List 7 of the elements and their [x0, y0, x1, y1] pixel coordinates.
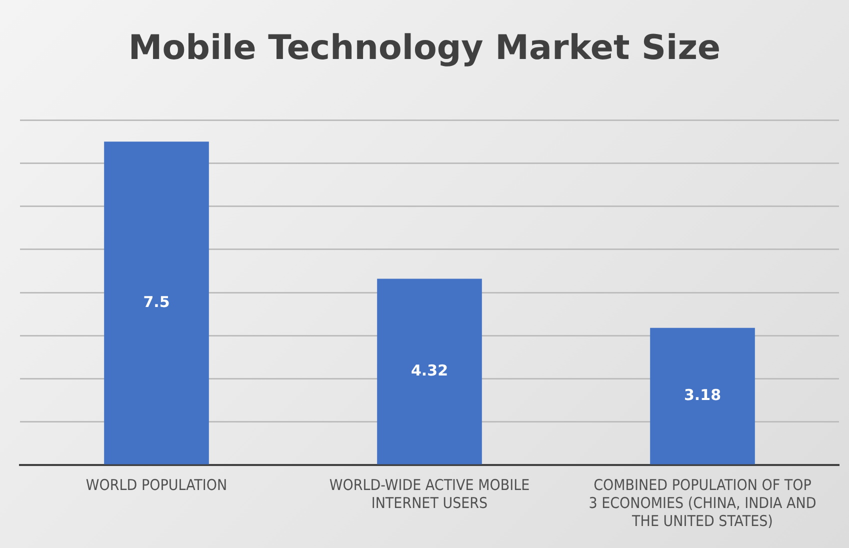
x-tick-label: COMBINED POPULATION OF TOP 3 ECONOMIES (CHINA, INDIA AND THE UNITED STATES) [588, 476, 816, 530]
x-tick-label: WORLD POPULATION [86, 476, 228, 494]
x-tick-label: WORLD-WIDE ACTIVE MOBILE INTERNET USERS [329, 476, 530, 512]
data-label: 7.5 [143, 292, 170, 311]
data-label: 3.18 [684, 386, 722, 404]
data-label: 4.32 [410, 361, 448, 380]
chart-title: Mobile Technology Market Size [127, 28, 722, 68]
